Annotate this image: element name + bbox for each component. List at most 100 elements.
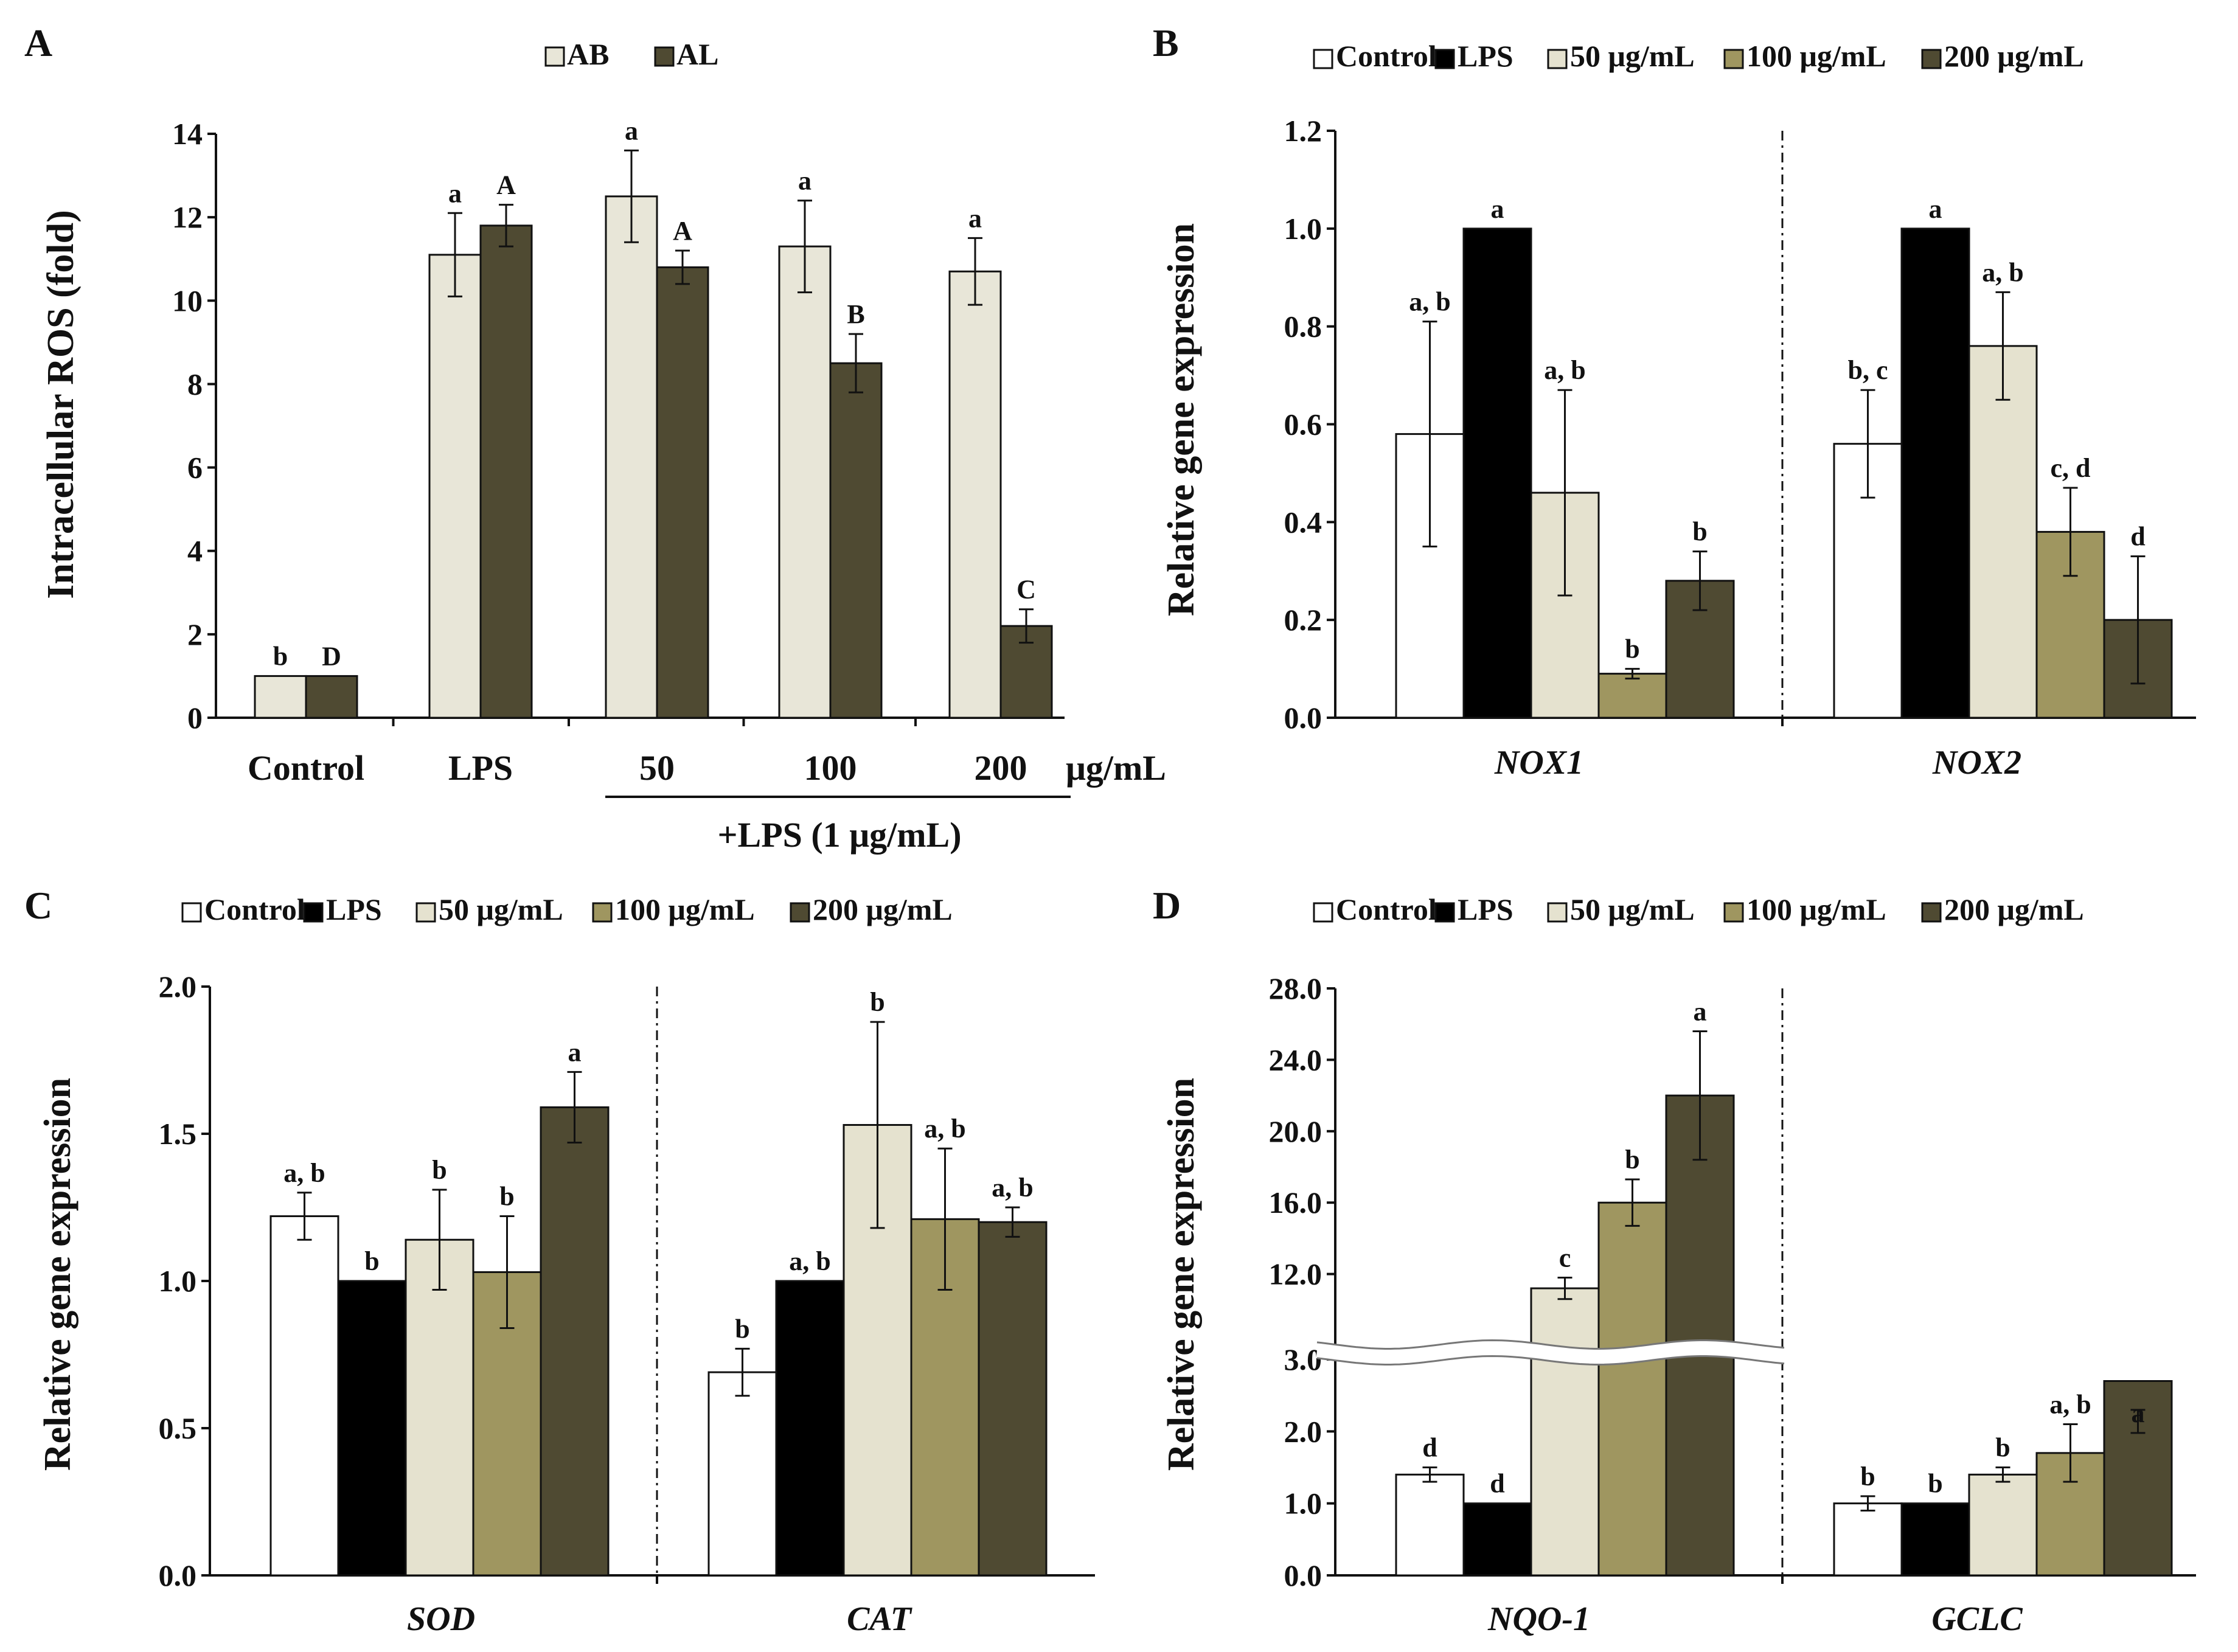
panel-d-bar-gclc-100-error-bar: [2063, 1423, 2078, 1483]
panel-b-bars: a, b a a, b b b b, c a a, b c, d d: [1395, 194, 2173, 719]
panel-d-bar-gclc-50: [1968, 1473, 2038, 1577]
panel-c-bar-cat-200-error-bar: [1005, 1206, 1020, 1238]
panel-d-legend-label-100: 100 μg/mL: [1746, 892, 1886, 926]
panel-c-bar-sod-control: [269, 1215, 339, 1577]
panel-a-unit-label: μg/mL: [1066, 748, 1166, 788]
panel-b-bar-nox1-100-error-bar: [1625, 668, 1640, 680]
panel-a-bar-al-control: [305, 675, 358, 719]
panel-d-bar-gclc-control-sig-label: b: [1860, 1462, 1875, 1491]
panel-d-legend-swatch-100: [1723, 902, 1744, 923]
panel-a-bar-ab-200: [948, 270, 1002, 719]
panel-d-bar-nqo-1-200: [1665, 1094, 1735, 1577]
panel-a-bar-al-100: [829, 362, 883, 719]
panel-c-bar-sod-100-sig-label: b: [499, 1182, 514, 1212]
panel-d: D Relative gene expression Control LPS 50 …: [1153, 884, 2196, 1638]
panel-d-gene-gclc: GCLC: [1931, 1600, 2023, 1638]
panel-c-bar-sod-lps-sig-label: b: [364, 1246, 379, 1276]
panel-a: A Intracellular ROS (fold) AB AL 0246810…: [24, 21, 1166, 855]
panel-c-bar-cat-50-error-bar: [870, 1021, 885, 1229]
panel-a-y-tick-label: 14: [172, 117, 203, 151]
panel-c-legend: Control LPS 50 μg/mL 100 μg/mL 200 μg/mL: [181, 892, 953, 926]
panel-b-bar-nox2-control-error-bar: [1860, 389, 1875, 499]
panel-c-bar-sod-control-sig-label: a, b: [283, 1158, 325, 1188]
panel-b-y-tick-label: 0.8: [1284, 310, 1322, 344]
panel-d-bar-nqo-1-control: [1395, 1473, 1465, 1577]
panel-c-bar-cat-200-sig-label: a, b: [992, 1173, 1033, 1203]
panel-a-bar-al-200-error-bar: [1019, 608, 1034, 644]
panel-d-bar-gclc-50-error-bar: [1995, 1466, 2010, 1483]
panel-d-bar-gclc-control-error-bar: [1860, 1495, 1875, 1511]
legend-label-al: AL: [676, 37, 718, 71]
panel-d-bar-nqo-1-200-sig-label: a: [1694, 996, 1707, 1026]
panel-d-legend-label-control: Control: [1336, 892, 1437, 926]
panel-a-y-tick-label: 0: [187, 701, 203, 735]
panel-d-bar-nqo-1-lps-sig-label: d: [1490, 1469, 1504, 1499]
panel-c-bars: a, b b b b a b a, b b a, b a, b: [269, 987, 1048, 1577]
panel-b-bar-nox1-lps: [1462, 227, 1532, 719]
panel-b-bar-nox1-50-error-bar: [1557, 389, 1573, 597]
panel-d-axis-break-line-lower: [1316, 1355, 1785, 1366]
panel-b-legend-swatch-control: [1313, 49, 1333, 69]
panel-d-legend-label-lps: LPS: [1458, 892, 1513, 926]
panel-a-y-tick-label: 10: [172, 283, 203, 318]
panel-c-y-tick-label: 0.0: [159, 1558, 197, 1592]
panel-a-bar-ab-50: [605, 195, 658, 719]
panel-b-bar-nox1-100: [1597, 673, 1667, 719]
panel-c-bar-sod-50-sig-label: b: [432, 1155, 447, 1185]
panel-c-bar-sod-200-error-bar: [567, 1071, 582, 1144]
panel-d-y-tick-label: 1.0: [1284, 1487, 1322, 1521]
panel-d-y-tick-label: 3.0: [1284, 1342, 1322, 1376]
panel-a-bar-ab-50-error-bar: [624, 149, 639, 243]
panel-c-y-tick-label: 1.5: [159, 1117, 197, 1151]
panel-b-bar-nox2-200-error-bar: [2130, 555, 2146, 685]
panel-c-legend-label-100: 100 μg/mL: [615, 892, 755, 926]
panel-b-legend-swatch-100: [1723, 49, 1744, 69]
panel-b-bar-nox2-50-error-bar: [1995, 291, 2010, 401]
panel-d-y-tick-label: 12.0: [1269, 1257, 1322, 1291]
panel-a-y-tick-label: 8: [187, 367, 203, 401]
panel-c-gene-cat: CAT: [847, 1600, 913, 1638]
panel-letter-c: C: [24, 884, 52, 927]
panel-b-bar-nox1-100-sig-label: b: [1625, 634, 1639, 664]
panel-a-category-100: 100: [804, 748, 857, 788]
panel-letter-d: D: [1153, 884, 1181, 927]
panel-a-bar-al-200-sig-label: C: [1016, 575, 1036, 605]
panel-a-y-tick-label: 6: [187, 451, 203, 485]
panel-b-bar-nox2-50-sig-label: a, b: [1982, 257, 2023, 287]
panel-c-bar-cat-100-sig-label: a, b: [924, 1114, 965, 1144]
panel-b-y-tick-label: 0.0: [1284, 701, 1322, 735]
panel-c-legend-label-200: 200 μg/mL: [813, 892, 953, 926]
panel-a-bar-ab-100: [778, 245, 832, 719]
panel-a-bar-ab-100-sig-label: a: [798, 166, 811, 196]
panel-b-gene-nox1: NOX1: [1494, 744, 1583, 782]
panel-b-y-tick-label: 1.2: [1284, 114, 1322, 148]
panel-d-bar-nqo-1-50-sig-label: c: [1559, 1243, 1571, 1272]
panel-a-legend: AB AL: [544, 37, 718, 71]
panel-d-legend-swatch-lps: [1434, 902, 1455, 923]
panel-c: C Relative gene expression Control LPS 50 …: [24, 884, 1095, 1638]
panel-c-legend-swatch-100: [592, 902, 613, 923]
panel-a-category-lps: LPS: [448, 748, 513, 788]
panel-b-bar-nox1-control-error-bar: [1422, 321, 1437, 548]
panel-a-bar-al-lps: [479, 224, 533, 719]
panel-c-bar-sod-lps: [337, 1280, 407, 1577]
panel-c-y-axis-title: Relative gene expression: [37, 1078, 78, 1471]
panel-b-bar-nox2-100-error-bar: [2063, 487, 2078, 577]
panel-b-gene-nox2: NOX2: [1932, 744, 2021, 782]
panel-b-bar-nox1-lps-sig-label: a: [1491, 194, 1504, 224]
panel-d-legend-swatch-50: [1547, 902, 1568, 923]
panel-b-legend-swatch-lps: [1434, 49, 1455, 69]
panel-c-bar-cat-control-sig-label: b: [735, 1314, 749, 1344]
panel-c-legend-swatch-control: [181, 902, 202, 923]
panel-b-bar-nox2-50: [1968, 345, 2038, 719]
panel-a-bar-al-lps-error-bar: [499, 204, 513, 248]
panel-c-bar-sod-50-error-bar: [432, 1189, 447, 1291]
panel-a-category-50: 50: [639, 748, 675, 788]
panel-c-gene-sod: SOD: [407, 1600, 475, 1638]
panel-d-legend-swatch-200: [1921, 902, 1942, 923]
panel-a-bar-ab-control-sig-label: b: [273, 641, 288, 671]
panel-c-bar-sod-50: [405, 1238, 474, 1577]
panel-a-bar-al-lps-sig-label: A: [496, 170, 516, 200]
panel-d-bar-gclc-100-sig-label: a, b: [2049, 1390, 2091, 1420]
